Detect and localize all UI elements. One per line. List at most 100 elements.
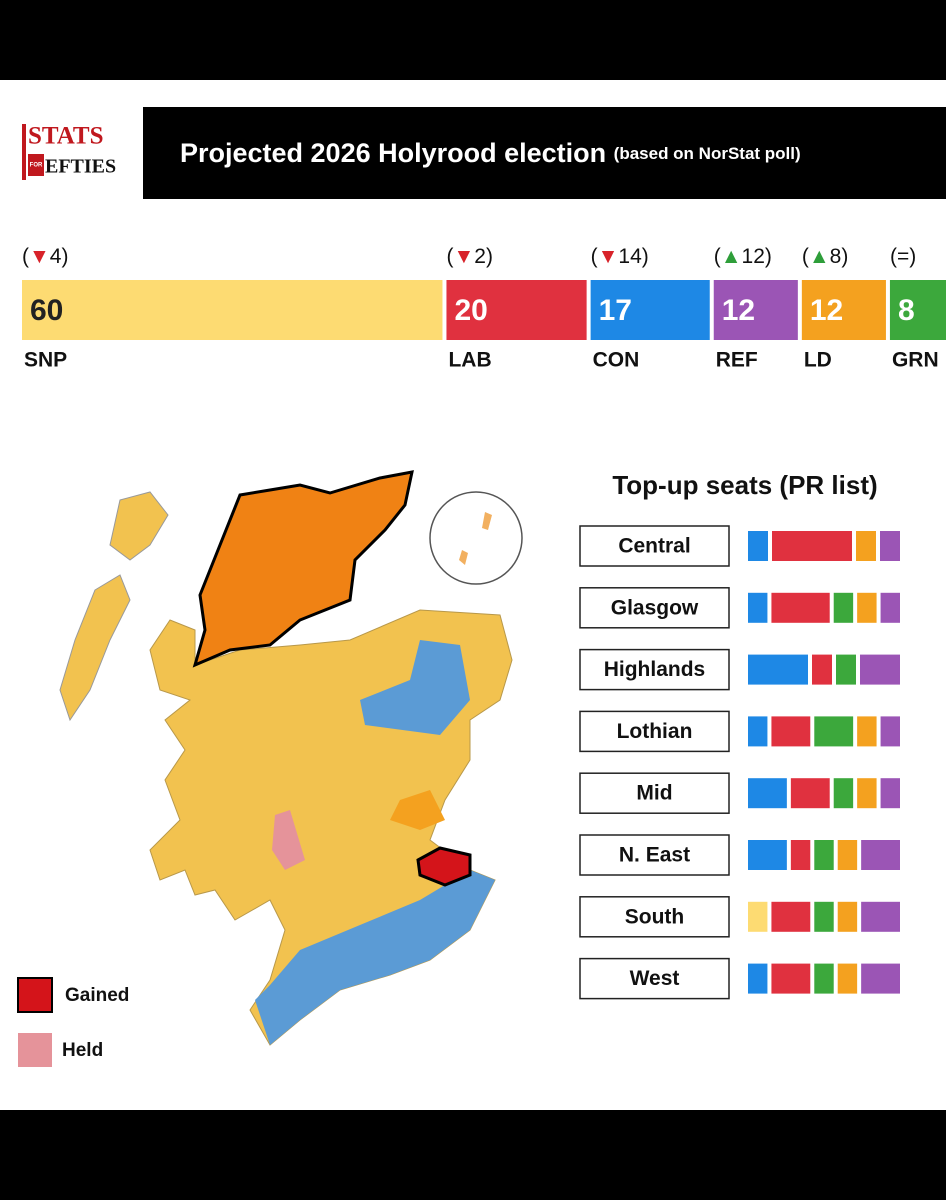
topup-segment	[748, 716, 768, 747]
topup-title: Top-up seats (PR list)	[612, 470, 877, 500]
title-main: Projected 2026 Holyrood election	[180, 138, 606, 168]
topup-segment	[857, 778, 877, 809]
seat-count: 20	[454, 294, 487, 327]
legend-gained-swatch	[17, 977, 53, 1013]
subtitle: (based on NorStat poll)	[614, 144, 801, 163]
topup-segment	[771, 716, 811, 747]
topup-segment	[880, 716, 900, 747]
orange-fife	[390, 790, 445, 830]
party-name: CON	[593, 349, 640, 372]
topup-segment	[814, 840, 834, 870]
topup-segment	[833, 592, 854, 623]
blue-south	[255, 870, 495, 1045]
topup-segment	[814, 901, 834, 932]
topup-segment	[748, 654, 808, 685]
logo-box	[28, 154, 44, 176]
region-box	[579, 896, 730, 938]
topup-segment	[880, 592, 900, 623]
topup-segment	[861, 901, 900, 932]
title: Projected 2026 Holyrood election (based …	[180, 138, 801, 168]
region-box	[579, 587, 730, 629]
topup-segment	[748, 531, 768, 561]
seat-change: (=)	[890, 245, 916, 268]
region-name: Glasgow	[611, 596, 699, 619]
title-band	[143, 107, 946, 199]
seat-change: (▲12)	[714, 245, 772, 268]
topup-segment	[771, 901, 811, 932]
party-name: LAB	[448, 349, 491, 372]
region-name: Highlands	[604, 658, 706, 681]
topup-segment	[814, 716, 854, 747]
topup-segment	[772, 531, 852, 561]
gained-seat	[416, 846, 472, 887]
region-name: Lothian	[617, 720, 693, 743]
party-name: GRN	[892, 349, 939, 372]
topup-segment	[748, 963, 768, 994]
logo-bottom: EFTIES	[45, 156, 116, 178]
topup-segment	[748, 901, 768, 932]
highland-seat	[192, 470, 414, 668]
topup-segment	[880, 778, 900, 809]
topup-segment	[880, 531, 900, 561]
topup-segment	[790, 778, 830, 809]
topup-segment	[861, 840, 900, 870]
topup-segment	[837, 840, 858, 870]
topup-segment	[836, 654, 856, 685]
region-name: N. East	[619, 844, 690, 867]
held-seat	[272, 810, 305, 870]
seat-bar	[22, 280, 443, 340]
seat-count: 12	[810, 294, 843, 327]
seat-count: 8	[898, 294, 915, 327]
topup-segment	[748, 840, 787, 870]
topup-segment	[748, 778, 787, 809]
region-name: Central	[618, 535, 690, 558]
seat-count: 60	[30, 294, 63, 327]
logo-small: FOR	[30, 163, 43, 169]
seat-change: (▲8)	[802, 245, 848, 268]
legend-gained: Gained	[65, 985, 129, 1006]
shetland	[459, 512, 492, 565]
topup-segment	[833, 778, 854, 809]
shetland-inset	[429, 491, 523, 585]
western-isles	[59, 491, 169, 722]
logo-bar	[22, 124, 26, 180]
party-name: SNP	[24, 349, 67, 372]
topup-segment	[837, 963, 858, 994]
region-box	[579, 710, 730, 753]
seat-count: 17	[599, 294, 632, 327]
region-box	[579, 957, 730, 1000]
seat-bar	[446, 280, 587, 340]
region-box	[579, 834, 730, 876]
topup-segment	[771, 963, 811, 994]
topup-segment	[857, 716, 877, 747]
topup-segment	[861, 963, 900, 994]
region-box	[579, 772, 730, 814]
topup-segment	[812, 654, 832, 685]
legend-held: Held	[62, 1040, 103, 1061]
topup-segment	[857, 592, 877, 623]
map	[59, 470, 523, 1046]
region-name: South	[625, 905, 684, 928]
topup-segment	[771, 592, 830, 623]
region-box	[579, 648, 730, 691]
seat-bar	[590, 280, 710, 340]
seat-bar	[889, 280, 946, 340]
topup-segment	[856, 531, 876, 561]
seat-bar	[713, 280, 798, 340]
topup-segment	[748, 592, 768, 623]
topup-segment	[790, 840, 811, 870]
blue-north	[360, 640, 470, 735]
region-box	[579, 525, 730, 567]
seat-bar	[801, 280, 886, 340]
seat-count: 12	[722, 294, 755, 327]
legend-held-swatch	[18, 1033, 52, 1067]
topup-segment	[814, 963, 834, 994]
topup-segment	[837, 901, 858, 932]
party-name: LD	[804, 349, 832, 372]
region-name: West	[630, 967, 680, 990]
region-name: Mid	[636, 782, 672, 805]
seat-change: (▼4)	[22, 245, 68, 268]
topup-segment	[860, 654, 900, 685]
